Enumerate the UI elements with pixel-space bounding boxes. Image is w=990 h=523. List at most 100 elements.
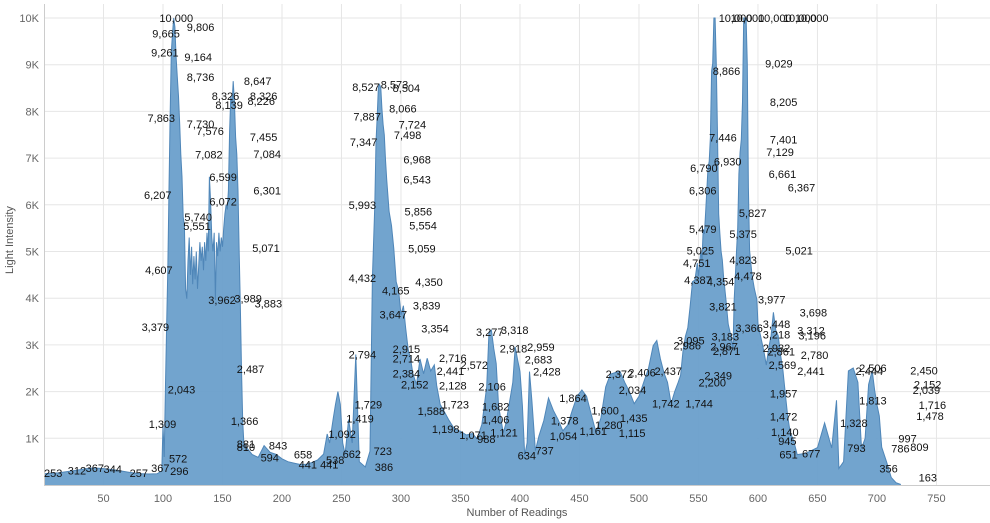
data-label: 2,967 — [710, 341, 738, 353]
data-label: 367 — [86, 463, 104, 475]
data-label: 5,021 — [785, 246, 813, 258]
data-label: 1,115 — [619, 428, 646, 440]
data-label: 3,698 — [800, 307, 828, 319]
data-label: 945 — [778, 436, 796, 448]
data-label: 7,455 — [250, 132, 278, 144]
data-labels: 253 312 367 344 257 3675722961,3092,0433,3794… — [44, 13, 946, 484]
data-label: 2,450 — [910, 366, 938, 378]
data-label: 7,576 — [196, 126, 224, 138]
data-label: 8,573 — [381, 80, 409, 92]
data-label: 4,387 — [684, 275, 712, 287]
x-tick-label: 350 — [451, 493, 469, 505]
data-label: 881 — [237, 439, 255, 451]
data-label: 5,025 — [687, 245, 715, 257]
data-label: 6,543 — [403, 174, 431, 186]
x-tick-label: 450 — [570, 493, 588, 505]
data-label: 1,140 — [771, 427, 799, 439]
data-label: 1,957 — [770, 389, 798, 401]
data-label: 344 — [103, 464, 121, 476]
data-label: 6,301 — [253, 186, 281, 198]
x-tick-label: 700 — [868, 493, 886, 505]
data-label: 1,682 — [482, 401, 510, 413]
data-label: 1,729 — [355, 399, 383, 411]
data-label: 2,871 — [713, 346, 741, 358]
data-label: 1,406 — [482, 414, 510, 426]
data-label: 2,683 — [525, 355, 553, 367]
data-label: 6,306 — [689, 186, 717, 198]
y-tick-label: 1K — [26, 433, 40, 445]
data-label: 367 — [151, 463, 169, 475]
data-label: 3,312 — [797, 325, 825, 337]
data-label: 7,724 — [399, 119, 427, 131]
data-label: 10,000 — [731, 13, 765, 25]
y-tick-label: 3K — [26, 340, 40, 352]
data-label: 1,478 — [916, 411, 944, 423]
data-label: 5,993 — [349, 200, 377, 212]
data-label: 2,200 — [698, 377, 726, 389]
data-label: 163 — [919, 472, 937, 484]
data-label: 4,478 — [734, 271, 762, 283]
data-label: 2,932 — [763, 343, 791, 355]
data-label: 9,806 — [187, 22, 215, 34]
data-label: 4,354 — [707, 277, 735, 289]
data-label: 7,887 — [353, 112, 381, 124]
x-tick-label: 400 — [511, 493, 529, 505]
y-axis-title: Light Intensity — [4, 206, 16, 274]
data-label: 1,864 — [559, 393, 587, 405]
data-label: 2,986 — [673, 341, 701, 353]
data-label: 4,751 — [683, 258, 711, 270]
data-label: 6,207 — [144, 190, 172, 202]
data-label: 253 — [44, 468, 62, 480]
data-label: 1,309 — [149, 419, 177, 431]
data-label: 3,366 — [735, 323, 763, 335]
data-label: 1,723 — [441, 400, 469, 412]
data-label: 2,384 — [393, 369, 421, 381]
data-label: 1,366 — [231, 416, 259, 428]
data-label: 1,071 — [459, 430, 487, 442]
data-label: 6,790 — [690, 163, 718, 175]
data-label: 3,821 — [709, 302, 737, 314]
data-label: 6,367 — [788, 183, 816, 195]
data-label: 7,730 — [187, 119, 215, 131]
data-label: 2,152 — [401, 380, 429, 392]
area-series — [43, 17, 901, 485]
data-label: 2,572 — [460, 360, 488, 372]
data-label: 5,551 — [183, 221, 211, 233]
data-label: 3,962 — [208, 295, 236, 307]
data-label: 737 — [535, 446, 553, 458]
data-label: 8,527 — [352, 82, 380, 94]
data-label: 658 — [294, 449, 312, 461]
data-label: 8,326 — [250, 91, 278, 103]
data-label: 3,277 — [476, 327, 504, 339]
data-label: 5,856 — [405, 207, 433, 219]
data-label: 2,780 — [801, 350, 829, 362]
data-label: 3,318 — [501, 325, 529, 337]
data-label: 3,218 — [763, 330, 791, 342]
data-label: 9,164 — [184, 52, 212, 64]
x-tick-label: 150 — [213, 493, 231, 505]
data-label: 6,661 — [769, 169, 797, 181]
axes: 1K 2K 3K 4K 5K 6K 7K 8K 9K 10K 50 100 150 200 250 300 35… — [19, 4, 990, 505]
data-label: 3,839 — [413, 301, 441, 313]
x-tick-label: 500 — [630, 493, 648, 505]
data-label: 1,435 — [620, 413, 648, 425]
data-label: 988 — [477, 434, 495, 446]
data-label: 2,428 — [533, 367, 561, 379]
data-label: 723 — [374, 446, 392, 458]
data-label: 538 — [326, 455, 344, 467]
x-axis-title: Number of Readings — [467, 507, 568, 519]
data-label: 2,915 — [393, 344, 421, 356]
data-label: 2,959 — [527, 342, 555, 354]
data-label: 296 — [170, 466, 188, 478]
data-label: 3,196 — [798, 331, 826, 343]
y-tick-label: 5K — [26, 247, 40, 259]
data-label: 5,740 — [184, 212, 212, 224]
data-label: 7,082 — [195, 149, 223, 161]
data-label: 793 — [847, 443, 865, 455]
data-label: 5,059 — [408, 244, 436, 256]
data-label: 4,350 — [415, 277, 443, 289]
data-label: 5,375 — [729, 229, 757, 241]
data-label: 8,504 — [393, 83, 421, 95]
data-label: 1,472 — [770, 411, 798, 423]
data-label: 1,588 — [418, 406, 446, 418]
